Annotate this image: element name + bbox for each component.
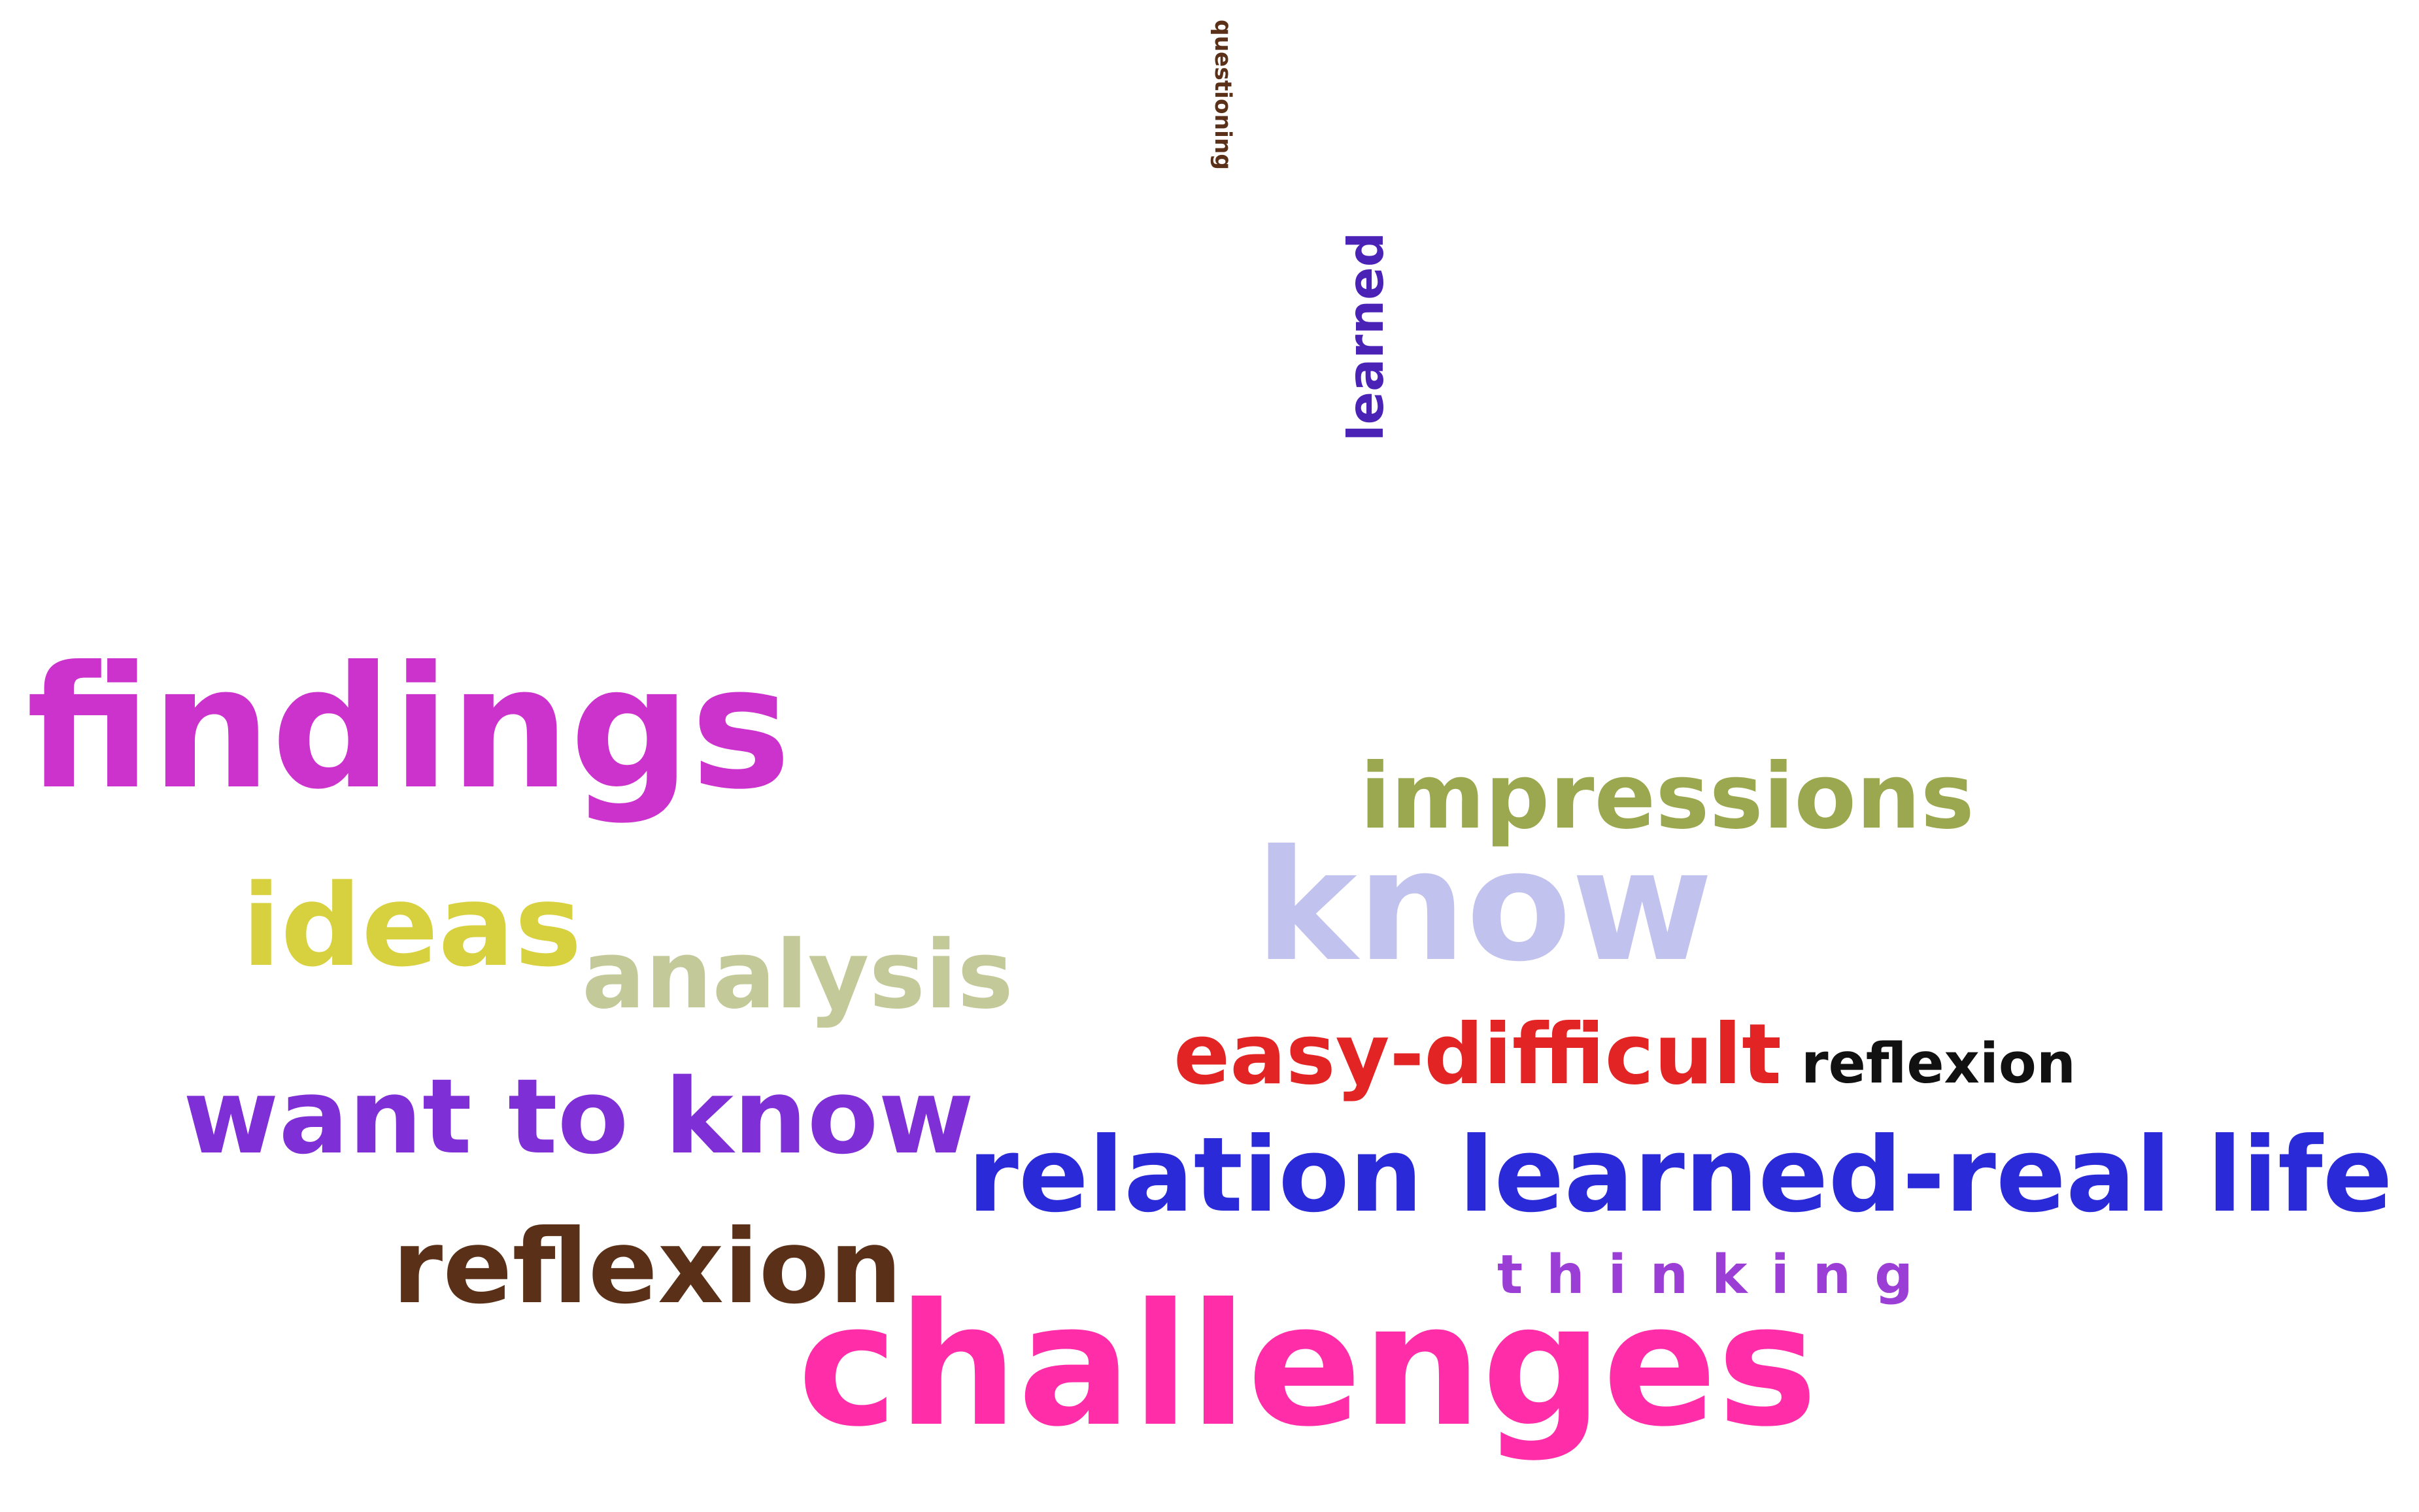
word-challenges: challenges [798, 1267, 1818, 1464]
word-findings: findings [26, 630, 791, 826]
word-relation-learned-real-life: relation learned-real life [968, 1115, 2393, 1235]
word-questioning: questioning [1210, 20, 1236, 170]
word-want-to-know: want to know [183, 1057, 974, 1177]
word-ideas: ideas [242, 860, 582, 992]
word-reflexion: reflexion [392, 1207, 902, 1326]
word-reflexion-small: reflexion [1801, 1032, 2076, 1096]
word-thinking: thinking [1497, 1244, 1937, 1306]
word-impressions: impressions [1360, 744, 1974, 849]
word-easy-difficult: easy-difficult [1174, 1006, 1782, 1103]
word-know: know [1255, 818, 1713, 996]
word-learned: learned [1337, 232, 1395, 441]
word-analysis: analysis [582, 920, 1013, 1030]
